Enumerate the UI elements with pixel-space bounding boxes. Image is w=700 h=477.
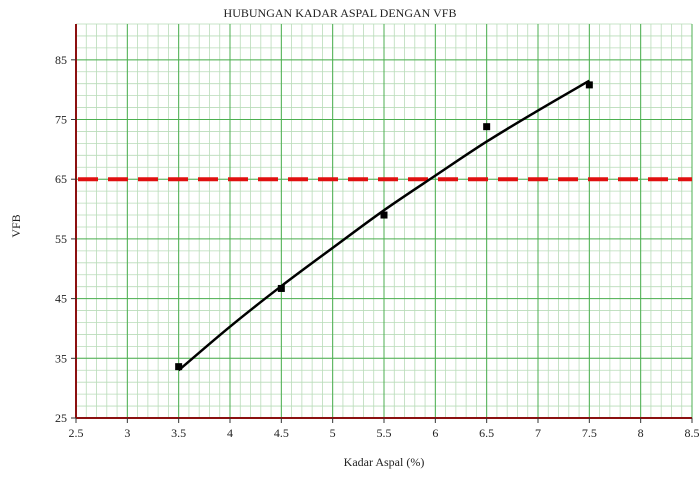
x-tick-label: 3.5 (171, 426, 186, 440)
data-point (175, 363, 183, 371)
y-axis-label: VFB (9, 214, 23, 237)
y-tick-label: 35 (55, 351, 67, 365)
x-tick-label: 4.5 (274, 426, 289, 440)
trendline (177, 79, 590, 372)
y-tick-label: 55 (55, 232, 67, 246)
x-tick-label: 4 (227, 426, 233, 440)
data-point (483, 123, 491, 131)
trendline-group (177, 79, 590, 372)
y-tick-label: 65 (55, 172, 67, 186)
x-tick-label: 2.5 (69, 426, 84, 440)
x-tick-label: 3 (124, 426, 130, 440)
x-tick-label: 5 (330, 426, 336, 440)
x-tick-label: 7 (535, 426, 541, 440)
data-points (175, 81, 593, 371)
x-tick-label: 8.5 (685, 426, 700, 440)
x-tick-label: 7.5 (582, 426, 597, 440)
x-tick-label: 5.5 (377, 426, 392, 440)
x-axis-label: Kadar Aspal (%) (344, 455, 425, 469)
x-tick-labels: 2.5 3 3.5 4 4.5 5 5.5 6 6.5 7 7.5 8 8.5 (69, 418, 700, 440)
data-point (380, 211, 388, 219)
y-tick-label: 25 (55, 411, 67, 425)
x-tick-label: 8 (638, 426, 644, 440)
data-point (585, 81, 593, 89)
x-tick-label: 6.5 (479, 426, 494, 440)
y-tick-label: 75 (55, 113, 67, 127)
y-tick-label: 45 (55, 292, 67, 306)
y-tick-labels: 25 35 45 55 65 75 85 (55, 53, 76, 425)
chart-title: HUBUNGAN KADAR ASPAL DENGAN VFB (224, 6, 457, 20)
x-tick-label: 6 (432, 426, 438, 440)
y-tick-label: 85 (55, 53, 67, 67)
data-point (277, 284, 285, 292)
